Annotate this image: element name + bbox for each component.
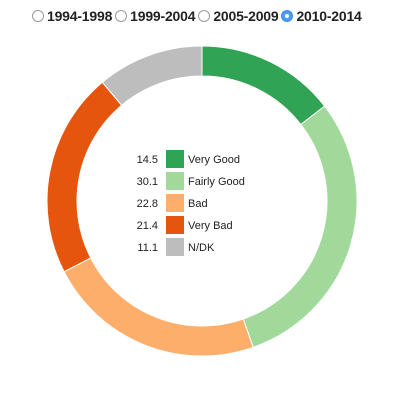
legend-value-very-good: 14.5 (137, 154, 158, 166)
radio-button-icon[interactable] (115, 10, 128, 22)
slice-bad[interactable] (63, 257, 254, 357)
legend-swatch-fairly-good (166, 172, 184, 190)
legend-label-very-bad: Very Bad (188, 220, 233, 232)
legend-swatch-very-bad (166, 216, 184, 234)
legend-swatch-very-good (166, 150, 184, 168)
period-selector: 1994-1998 1999-2004 2005-2009 2010-2014 (32, 8, 365, 24)
slice-fairly-good[interactable] (242, 105, 358, 348)
legend-label-bad: Bad (188, 198, 208, 210)
radio-option-period-2[interactable]: 2005-2009 (198, 8, 279, 24)
donut-slices (46, 45, 358, 357)
radio-label[interactable]: 2005-2009 (213, 8, 279, 24)
slice-very-good[interactable] (201, 45, 326, 126)
legend-value-bad: 22.8 (137, 198, 158, 210)
radio-button-icon[interactable] (32, 10, 44, 22)
radio-option-period-0[interactable]: 1994-1998 (32, 8, 112, 24)
radio-option-period-1[interactable]: 1999-2004 (115, 8, 196, 24)
radio-label[interactable]: 1999-2004 (130, 8, 196, 24)
radio-label[interactable]: 1994-1998 (47, 8, 113, 24)
slice-very-bad[interactable] (46, 81, 123, 273)
radio-option-period-3[interactable]: 2010-2014 (281, 8, 362, 24)
legend-value-very-bad: 21.4 (137, 220, 158, 232)
radio-label[interactable]: 2010-2014 (296, 8, 362, 24)
legend-label-fairly-good: Fairly Good (188, 176, 245, 188)
radio-button-icon[interactable] (198, 10, 211, 22)
legend-label-n-dk: N/DK (188, 242, 215, 254)
legend-swatch-bad (166, 194, 184, 212)
radio-button-icon[interactable] (281, 10, 294, 22)
legend-value-fairly-good: 30.1 (137, 176, 158, 188)
legend-label-very-good: Very Good (188, 154, 240, 166)
legend-value-n-dk: 11.1 (137, 242, 158, 254)
slice-n-dk[interactable] (101, 45, 203, 106)
legend-swatch-n-dk (166, 238, 184, 256)
chart-legend: 14.5 Very Good 30.1 Fairly Good 22.8 Bad 21.4 V… (137, 150, 245, 256)
